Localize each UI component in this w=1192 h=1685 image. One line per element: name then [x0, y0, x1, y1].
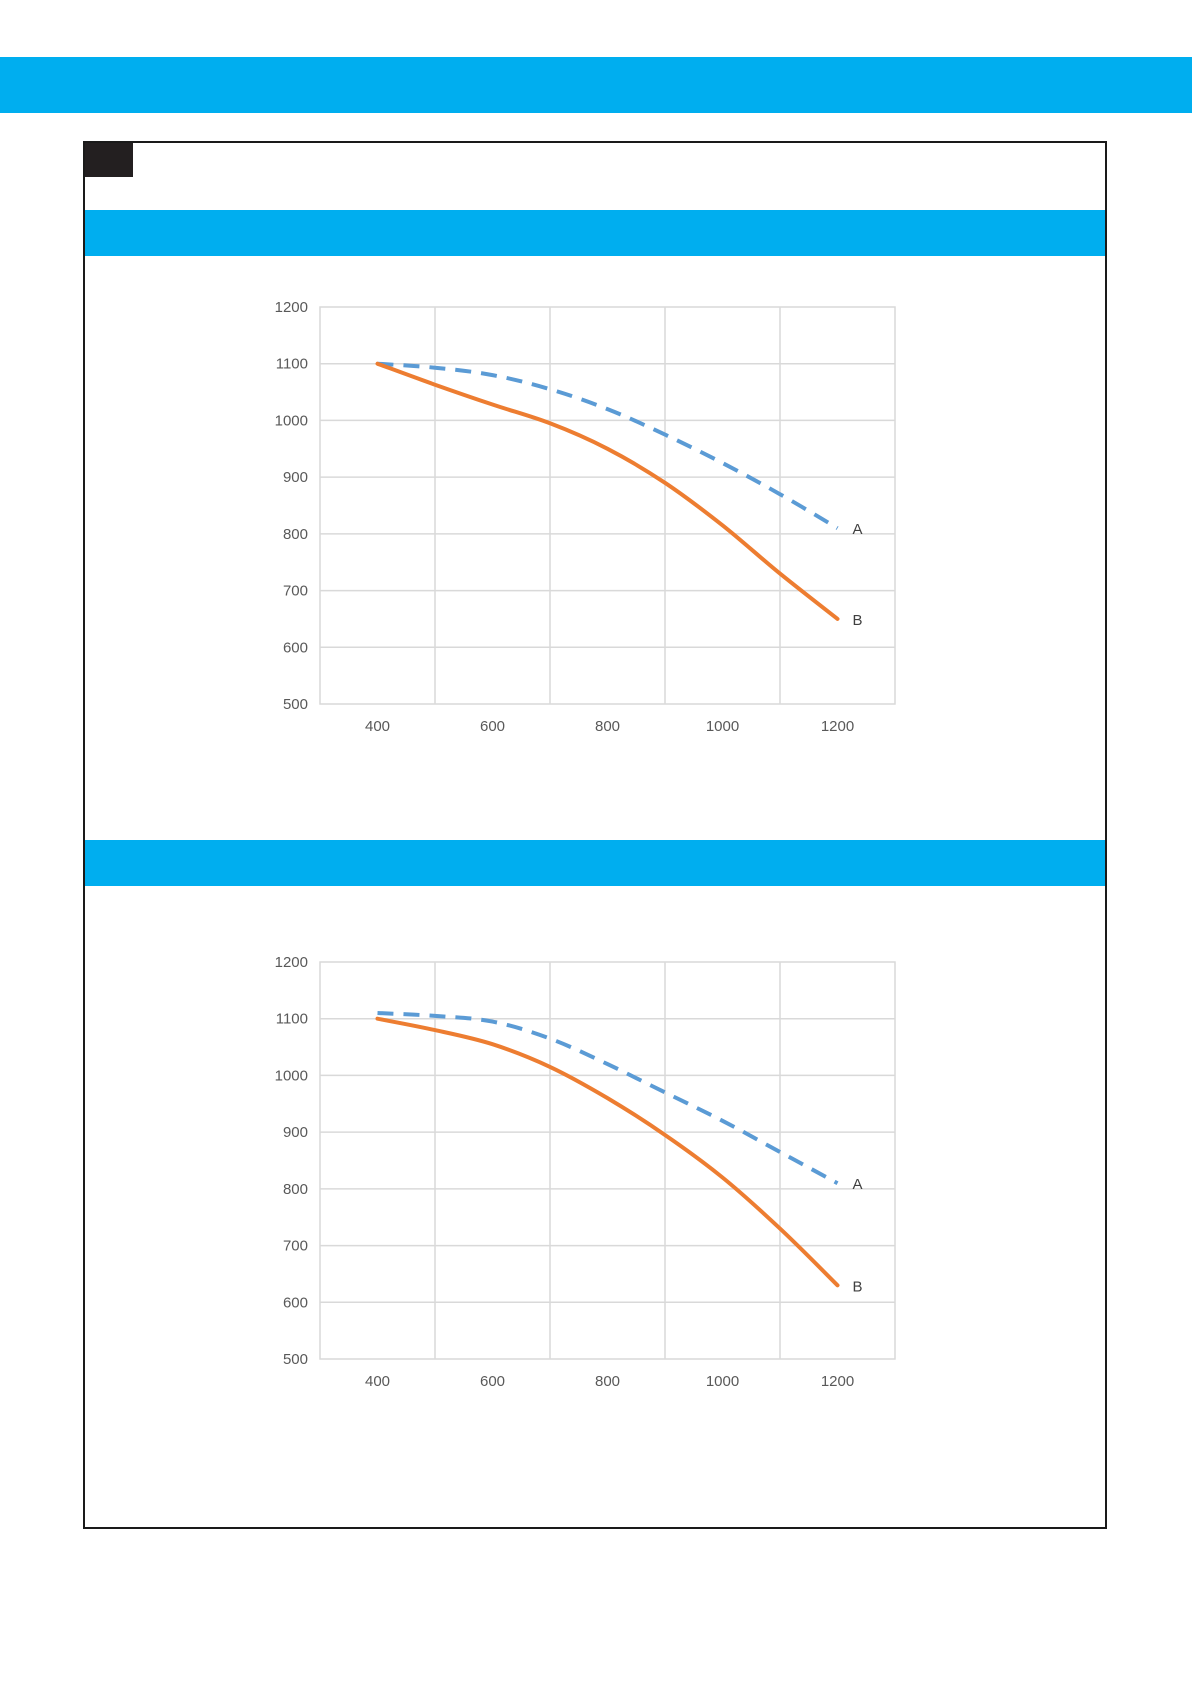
y-tick-label-900: 900 [283, 469, 308, 486]
line-chart-2: 500 600 700 800 900 1000 1100 1200 400 600 800 1000… [275, 954, 896, 1390]
x-tick-label-800: 800 [595, 1373, 620, 1390]
x-tick-label-400: 400 [365, 1373, 390, 1390]
line-chart-1: 500 600 700 800 900 1000 1100 1200 400 600 800 1000… [275, 299, 896, 735]
x-tick-label-1200: 1200 [821, 1373, 854, 1390]
y-tick-label-800: 800 [283, 1181, 308, 1198]
y-tick-label-500: 500 [283, 1351, 308, 1368]
x-tick-label-1000: 1000 [706, 1373, 739, 1390]
series-label-a: A [853, 521, 863, 538]
content-frame [83, 141, 1107, 1529]
x-tick-label-800: 800 [595, 718, 620, 735]
series-line-b [375, 361, 840, 621]
plot-area-1 [319, 306, 896, 705]
series-line-b [375, 1016, 840, 1288]
y-tick-label-900: 900 [283, 1124, 308, 1141]
y-tick-label-500: 500 [283, 696, 308, 713]
series-line-a [377, 1011, 839, 1185]
x-tick-label-600: 600 [480, 718, 505, 735]
y-tick-label-1000: 1000 [275, 1067, 308, 1084]
section-header-bar-2 [85, 840, 1105, 886]
y-tick-label-600: 600 [283, 639, 308, 656]
series-label-a: A [853, 1176, 863, 1193]
corner-tab [85, 143, 133, 177]
y-tick-label-1000: 1000 [275, 412, 308, 429]
x-tick-label-400: 400 [365, 718, 390, 735]
y-tick-label-1100: 1100 [276, 1011, 308, 1028]
series-line-a [377, 361, 839, 530]
series-label-b: B [853, 1278, 863, 1295]
y-tick-label-1100: 1100 [276, 356, 308, 373]
y-tick-label-700: 700 [283, 1238, 308, 1255]
y-tick-label-1200: 1200 [275, 954, 308, 971]
top-banner [0, 57, 1192, 113]
y-tick-label-600: 600 [283, 1294, 308, 1311]
x-tick-label-600: 600 [480, 1373, 505, 1390]
section-header-bar-1 [85, 210, 1105, 256]
series-label-b: B [853, 612, 863, 629]
y-tick-label-1200: 1200 [275, 299, 308, 316]
plot-area-2 [319, 961, 896, 1360]
y-tick-label-700: 700 [283, 583, 308, 600]
x-tick-label-1200: 1200 [821, 718, 854, 735]
y-tick-label-800: 800 [283, 526, 308, 543]
x-tick-label-1000: 1000 [706, 718, 739, 735]
